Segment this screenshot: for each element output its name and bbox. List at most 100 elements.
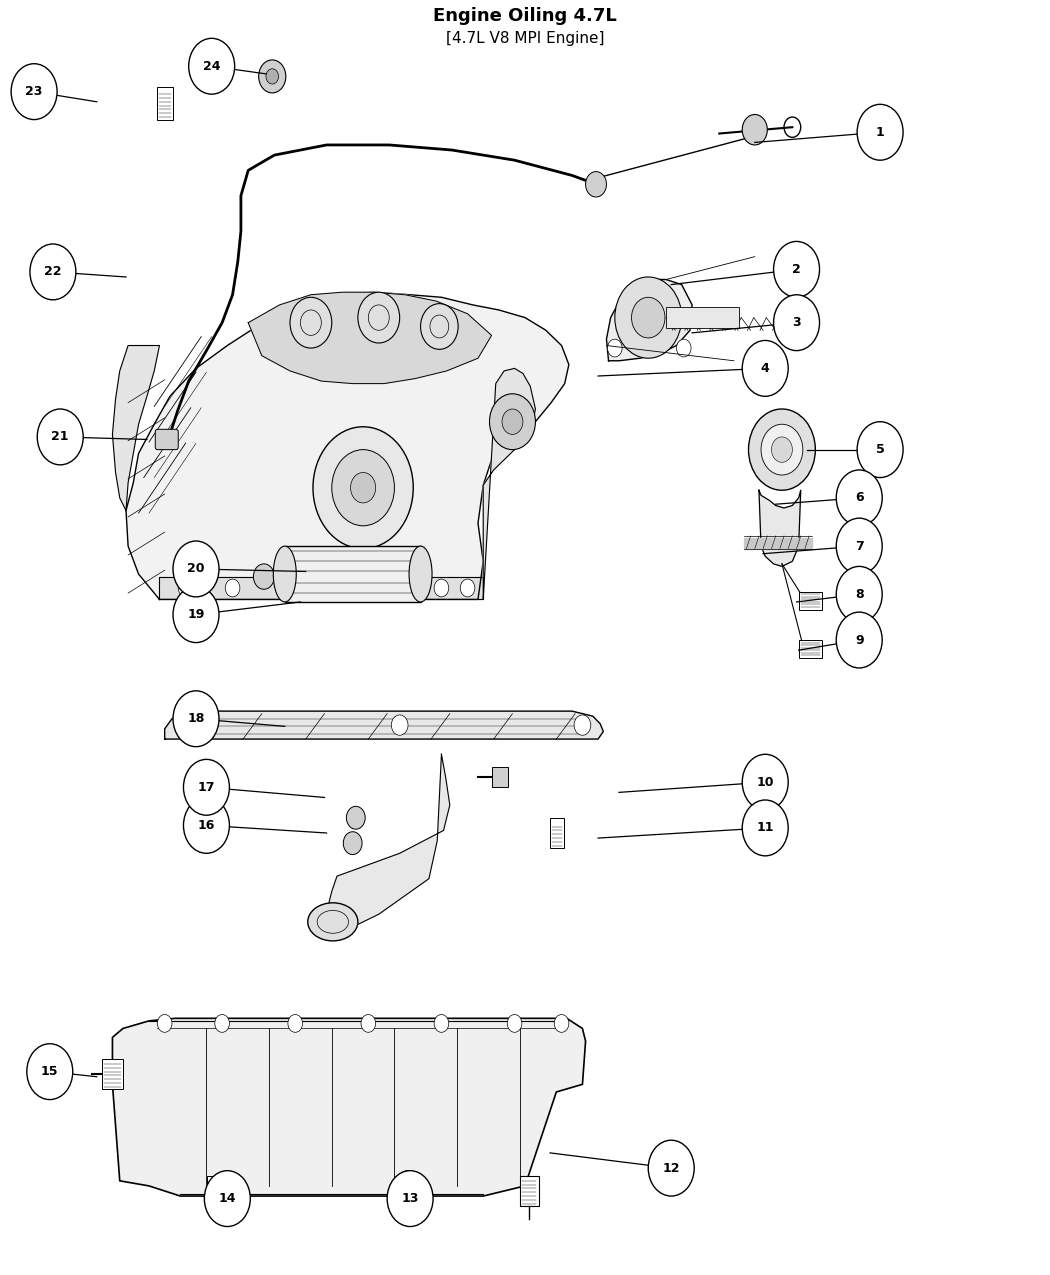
Circle shape bbox=[277, 579, 292, 597]
Circle shape bbox=[226, 579, 239, 597]
Circle shape bbox=[173, 691, 219, 747]
Circle shape bbox=[387, 1170, 433, 1227]
Circle shape bbox=[313, 427, 414, 548]
Circle shape bbox=[489, 394, 536, 450]
Circle shape bbox=[27, 1044, 72, 1099]
Text: 7: 7 bbox=[855, 539, 863, 552]
Text: 18: 18 bbox=[187, 713, 205, 725]
Circle shape bbox=[330, 579, 344, 597]
Circle shape bbox=[421, 303, 458, 349]
Circle shape bbox=[836, 470, 882, 525]
Polygon shape bbox=[744, 538, 813, 548]
Circle shape bbox=[774, 241, 820, 297]
Circle shape bbox=[288, 1015, 302, 1033]
Bar bbox=[520, 1176, 539, 1206]
Circle shape bbox=[178, 579, 193, 597]
Bar bbox=[491, 768, 508, 787]
Circle shape bbox=[173, 541, 219, 597]
Text: 14: 14 bbox=[218, 1192, 236, 1205]
Circle shape bbox=[742, 115, 768, 145]
Ellipse shape bbox=[273, 546, 296, 602]
Circle shape bbox=[742, 799, 789, 856]
Circle shape bbox=[173, 586, 219, 643]
Text: 8: 8 bbox=[855, 588, 863, 601]
Circle shape bbox=[749, 409, 816, 491]
Circle shape bbox=[434, 1015, 448, 1033]
Text: Engine Oiling 4.7L: Engine Oiling 4.7L bbox=[433, 6, 617, 24]
Circle shape bbox=[392, 715, 408, 736]
Text: 13: 13 bbox=[401, 1192, 419, 1205]
Circle shape bbox=[631, 297, 665, 338]
Polygon shape bbox=[160, 576, 483, 599]
Bar bbox=[666, 307, 739, 328]
Circle shape bbox=[774, 295, 820, 351]
Circle shape bbox=[346, 806, 365, 829]
Text: 12: 12 bbox=[663, 1162, 680, 1174]
FancyBboxPatch shape bbox=[155, 430, 179, 450]
Circle shape bbox=[615, 277, 681, 358]
Circle shape bbox=[836, 518, 882, 574]
Circle shape bbox=[382, 579, 397, 597]
Polygon shape bbox=[759, 491, 801, 566]
Circle shape bbox=[343, 831, 362, 854]
Polygon shape bbox=[112, 346, 160, 510]
Circle shape bbox=[253, 564, 274, 589]
Circle shape bbox=[502, 409, 523, 435]
Circle shape bbox=[608, 339, 623, 357]
Circle shape bbox=[215, 1015, 229, 1033]
Text: 3: 3 bbox=[793, 316, 801, 329]
Bar bbox=[799, 640, 821, 658]
Ellipse shape bbox=[308, 903, 358, 941]
Ellipse shape bbox=[410, 546, 432, 602]
Polygon shape bbox=[248, 292, 491, 384]
Bar bbox=[208, 1176, 223, 1204]
Circle shape bbox=[761, 425, 803, 476]
Text: 19: 19 bbox=[187, 608, 205, 621]
Circle shape bbox=[184, 760, 229, 815]
Bar bbox=[799, 592, 821, 609]
Polygon shape bbox=[483, 368, 536, 599]
Circle shape bbox=[586, 172, 607, 198]
Text: 1: 1 bbox=[876, 126, 884, 139]
Polygon shape bbox=[112, 1019, 586, 1196]
Circle shape bbox=[554, 1015, 569, 1033]
Circle shape bbox=[574, 715, 591, 736]
Circle shape bbox=[857, 422, 903, 478]
Circle shape bbox=[434, 579, 448, 597]
Text: 20: 20 bbox=[187, 562, 205, 575]
Circle shape bbox=[358, 292, 400, 343]
Circle shape bbox=[460, 579, 475, 597]
Circle shape bbox=[396, 1170, 421, 1201]
Circle shape bbox=[290, 297, 332, 348]
Text: [4.7L V8 MPI Engine]: [4.7L V8 MPI Engine] bbox=[446, 31, 604, 46]
Polygon shape bbox=[126, 292, 569, 599]
Polygon shape bbox=[607, 279, 692, 361]
Text: 9: 9 bbox=[855, 634, 863, 646]
Text: 16: 16 bbox=[197, 819, 215, 831]
Circle shape bbox=[30, 244, 76, 300]
Circle shape bbox=[676, 339, 691, 357]
Text: 11: 11 bbox=[756, 821, 774, 834]
Circle shape bbox=[351, 473, 376, 502]
Circle shape bbox=[37, 409, 83, 465]
Text: 24: 24 bbox=[203, 60, 220, 73]
Text: 15: 15 bbox=[41, 1065, 59, 1079]
Text: 4: 4 bbox=[761, 362, 770, 375]
Circle shape bbox=[205, 1170, 250, 1227]
Bar bbox=[102, 1060, 123, 1089]
Text: 5: 5 bbox=[876, 444, 884, 456]
Bar bbox=[285, 546, 421, 602]
Text: 2: 2 bbox=[792, 263, 801, 275]
Polygon shape bbox=[165, 711, 604, 739]
Circle shape bbox=[184, 797, 229, 853]
Circle shape bbox=[12, 64, 57, 120]
Text: 22: 22 bbox=[44, 265, 62, 278]
Text: 10: 10 bbox=[756, 775, 774, 789]
Bar bbox=[550, 817, 564, 848]
Circle shape bbox=[361, 1015, 376, 1033]
Circle shape bbox=[857, 105, 903, 161]
Polygon shape bbox=[329, 755, 449, 932]
Circle shape bbox=[648, 1140, 694, 1196]
Circle shape bbox=[836, 612, 882, 668]
Circle shape bbox=[836, 566, 882, 622]
